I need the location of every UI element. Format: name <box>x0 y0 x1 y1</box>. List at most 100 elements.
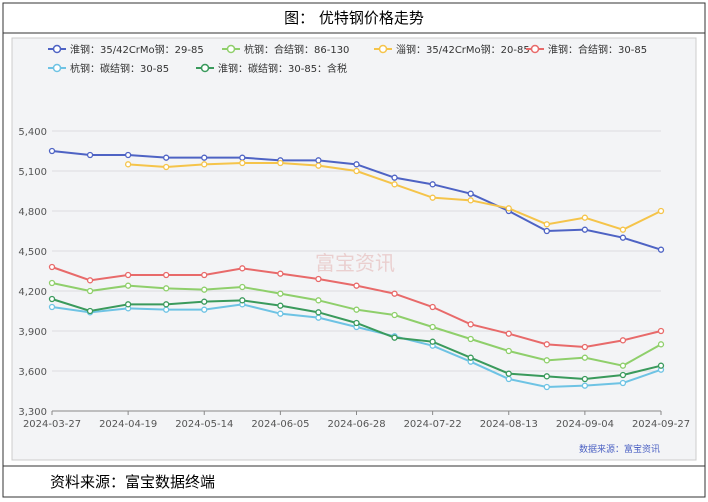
x-tick-label: 2024-06-28 <box>327 419 385 430</box>
y-tick-label: 5,100 <box>18 167 47 178</box>
data-point <box>86 151 94 159</box>
x-tick-label: 2024-09-04 <box>556 419 614 430</box>
data-point <box>657 207 665 215</box>
data-point <box>581 375 589 383</box>
data-point <box>543 357 550 364</box>
data-point <box>315 162 322 169</box>
data-point <box>163 154 170 161</box>
data-point <box>505 370 512 377</box>
legend-marker <box>226 44 236 54</box>
data-point <box>201 271 208 279</box>
legend-label: 杭钢：碳结钢：30-85 <box>70 62 169 75</box>
data-point <box>619 234 627 241</box>
x-tick-label: 2024-07-22 <box>404 419 462 430</box>
data-point <box>391 311 398 319</box>
data-point <box>163 285 170 292</box>
data-point <box>277 270 284 277</box>
data-point <box>429 181 436 188</box>
data-point <box>277 159 284 167</box>
data-point <box>86 277 94 284</box>
data-point <box>391 290 398 297</box>
data-point <box>467 321 474 328</box>
data-point <box>163 301 170 308</box>
data-point <box>124 282 132 289</box>
data-point <box>239 159 246 167</box>
data-point <box>467 354 474 361</box>
data-point <box>391 334 398 341</box>
y-tick-label: 5,400 <box>18 127 47 138</box>
data-point <box>429 338 436 345</box>
data-point <box>48 303 56 311</box>
data-point <box>619 362 627 369</box>
data-point <box>277 290 284 297</box>
data-point <box>657 246 665 253</box>
data-point <box>48 295 56 303</box>
data-point <box>467 197 474 204</box>
data-point <box>581 343 589 351</box>
data-point <box>353 161 360 168</box>
data-point <box>581 226 589 233</box>
y-tick-label: 3,300 <box>18 407 47 418</box>
data-point <box>124 301 132 308</box>
legend-label: 淮钢：碳结钢：30-85：含税 <box>218 62 347 75</box>
data-point <box>315 275 322 283</box>
y-tick-label: 3,600 <box>18 367 47 378</box>
data-point <box>543 373 550 380</box>
data-point <box>543 227 550 235</box>
data-point <box>239 283 246 291</box>
legend-marker <box>200 63 210 73</box>
source: 资料来源：富宝数据终端 <box>50 473 215 491</box>
legend-label: 淮钢：合结钢：30-85 <box>548 43 647 56</box>
x-tick-label: 2024-05-14 <box>175 419 233 430</box>
legend-label: 淮钢：35/42CrMo钢：29-85 <box>70 43 204 56</box>
data-point <box>86 287 94 295</box>
data-point <box>163 306 170 313</box>
data-point <box>581 354 589 361</box>
data-point <box>201 161 208 168</box>
x-tick-label: 2024-04-19 <box>99 419 157 430</box>
legend-marker <box>52 44 62 54</box>
note: 数据来源：富宝资讯 <box>579 443 660 455</box>
data-point <box>201 298 208 305</box>
data-point <box>124 151 132 159</box>
data-point <box>391 174 398 181</box>
watermark: 富宝资讯 <box>315 251 395 275</box>
data-point <box>201 306 208 313</box>
legend-marker <box>530 44 540 54</box>
legend-label: 淄钢：35/42CrMo钢：20-85 <box>396 43 530 56</box>
data-point <box>543 383 550 391</box>
data-point <box>48 147 56 155</box>
data-point <box>543 221 550 228</box>
data-point <box>353 167 360 175</box>
data-point <box>619 371 627 379</box>
data-point <box>315 297 322 304</box>
x-tick-label: 2024-09-27 <box>632 419 690 430</box>
data-point <box>239 297 246 304</box>
data-point <box>657 327 665 335</box>
data-point <box>201 154 208 161</box>
data-point <box>657 341 665 348</box>
data-point <box>239 154 246 161</box>
x-tick-label: 2024-03-27 <box>23 419 81 430</box>
data-point <box>505 347 512 355</box>
data-point <box>277 310 284 317</box>
data-point <box>581 214 589 221</box>
data-point <box>163 271 170 279</box>
data-point <box>124 271 132 279</box>
legend-marker <box>378 44 388 54</box>
y-tick-label: 4,200 <box>18 287 47 298</box>
data-point <box>353 282 360 289</box>
x-tick-label: 2024-06-05 <box>251 419 309 430</box>
x-tick-label: 2024-08-13 <box>480 419 538 430</box>
data-point <box>467 190 474 197</box>
data-point <box>619 226 627 233</box>
data-point <box>657 362 665 369</box>
data-point <box>505 330 512 337</box>
data-point <box>239 265 246 272</box>
data-point <box>505 375 512 383</box>
data-point <box>543 341 550 348</box>
legend-marker <box>52 63 62 73</box>
data-point <box>48 263 56 271</box>
